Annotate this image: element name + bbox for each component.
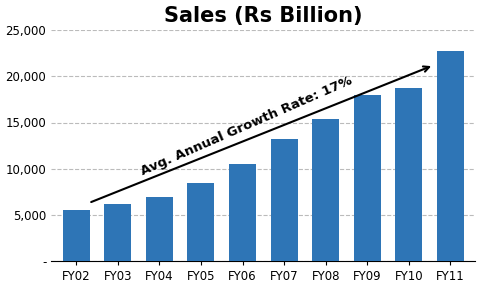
Title: Sales (Rs Billion): Sales (Rs Billion) <box>164 5 362 25</box>
Bar <box>270 139 297 262</box>
Bar <box>353 95 380 262</box>
Bar <box>187 183 214 262</box>
Bar <box>228 164 255 262</box>
Bar <box>312 119 338 262</box>
Bar <box>62 210 89 262</box>
Text: Avg. Annual Growth Rate: 17%: Avg. Annual Growth Rate: 17% <box>138 74 353 178</box>
Bar <box>395 88 421 262</box>
Bar <box>145 197 172 262</box>
Bar <box>436 51 463 262</box>
Bar <box>104 204 131 262</box>
